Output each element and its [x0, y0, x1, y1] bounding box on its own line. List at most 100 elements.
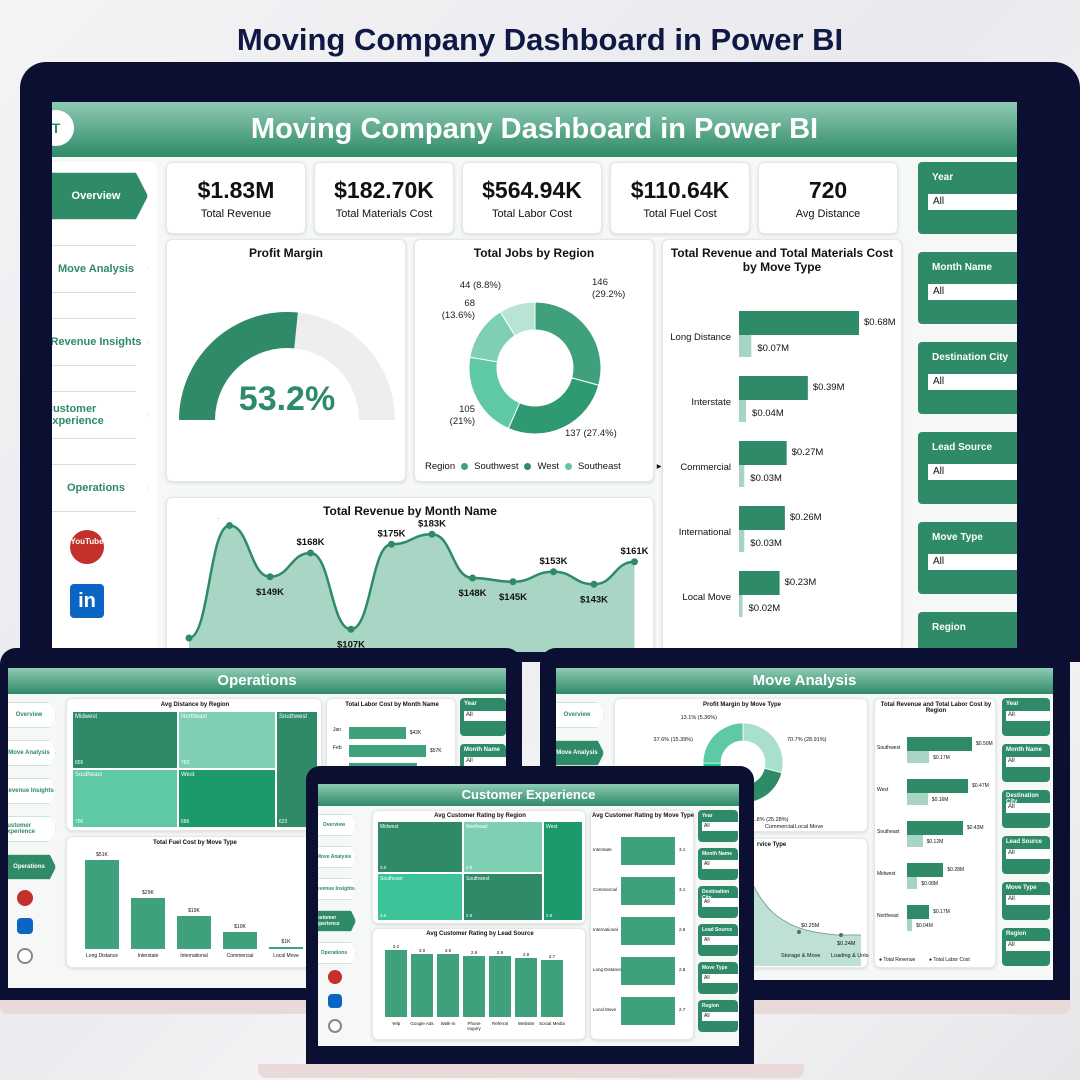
materials-bar[interactable] — [739, 335, 752, 357]
nav-overview[interactable]: Overview — [318, 814, 356, 836]
nav-move-analysis[interactable]: Move Analysis — [318, 846, 356, 868]
move-rating-bar[interactable] — [621, 997, 675, 1025]
treemap-cell[interactable]: Midwest 3.0 — [377, 821, 463, 873]
materials-bar[interactable] — [739, 595, 743, 617]
slicer-value[interactable]: All — [1006, 803, 1050, 813]
lead-rating-bar[interactable] — [437, 954, 459, 1017]
linkedin-icon[interactable] — [328, 994, 342, 1008]
move-rating-bar[interactable] — [621, 957, 675, 985]
move-rating-bar[interactable] — [621, 837, 675, 865]
revenue-point[interactable] — [469, 574, 476, 582]
slicer-value[interactable]: All — [702, 822, 738, 831]
nav-operations[interactable]: Operations — [52, 464, 148, 512]
treemap-cell[interactable]: West 2.8 — [543, 821, 583, 921]
linkedin-icon[interactable]: in — [70, 584, 104, 618]
revenue-point[interactable] — [509, 578, 517, 586]
slicer-region[interactable]: Region All — [698, 1000, 738, 1032]
revenue-point[interactable] — [185, 634, 193, 642]
youtube-icon[interactable]: YouTube — [70, 530, 104, 564]
nav-customer-experience[interactable]: Customer Experience — [52, 391, 148, 439]
region-revenue-bar[interactable] — [907, 905, 930, 919]
lead-rating-bar[interactable] — [385, 949, 407, 1017]
slicer-region[interactable]: Region — [918, 612, 1017, 652]
slicer-value[interactable]: All — [1006, 895, 1050, 905]
donut-slice[interactable] — [507, 377, 600, 435]
treemap-cell[interactable]: Midwest 855 — [72, 711, 178, 769]
service-point[interactable] — [839, 933, 843, 937]
nav-revenue-insights[interactable]: Revenue Insights — [52, 318, 148, 366]
region-labor-bar[interactable] — [907, 835, 923, 847]
lead-rating-bar[interactable] — [463, 956, 485, 1017]
nav-overview[interactable]: Overview — [52, 172, 148, 220]
slicer-value[interactable]: All — [702, 936, 738, 945]
fuel-bar[interactable] — [269, 947, 303, 949]
materials-bar[interactable] — [739, 400, 747, 422]
region-revenue-bar[interactable] — [907, 863, 944, 877]
nav-move-analysis[interactable]: Move Analysis — [556, 740, 604, 766]
slicer-value[interactable]: All — [928, 284, 1017, 300]
slicer-value[interactable]: All — [702, 974, 738, 983]
treemap-cell[interactable]: Southeast 756 — [72, 769, 178, 828]
revenue-point[interactable] — [590, 580, 598, 588]
slicer-year[interactable]: Year All — [698, 810, 738, 842]
fuel-bar[interactable] — [131, 898, 165, 949]
slicer-month-name[interactable]: Month Name All — [698, 848, 738, 880]
slicer-month-name[interactable]: Month Name All — [1002, 744, 1050, 782]
globe-icon[interactable] — [17, 948, 33, 964]
move-rating-bar[interactable] — [621, 917, 675, 945]
slicer-month-name[interactable]: Month Name All — [918, 252, 1017, 324]
slicer-lead-source[interactable]: Lead Source All — [918, 432, 1017, 504]
slicer-move-type[interactable]: Move Type All — [1002, 882, 1050, 920]
globe-icon[interactable] — [328, 1019, 342, 1033]
slicer-value[interactable]: All — [928, 554, 1017, 570]
region-labor-bar[interactable] — [907, 877, 918, 889]
slicer-region[interactable]: Region All — [1002, 928, 1050, 966]
region-labor-bar[interactable] — [907, 751, 930, 763]
region-labor-bar[interactable] — [907, 793, 928, 805]
service-point[interactable] — [797, 930, 801, 934]
revenue-bar[interactable] — [739, 441, 787, 465]
slicer-value[interactable]: All — [928, 194, 1017, 210]
labor-bar[interactable] — [349, 745, 426, 757]
youtube-icon[interactable] — [328, 970, 342, 984]
materials-bar[interactable] — [739, 465, 745, 487]
revenue-bar[interactable] — [739, 571, 780, 595]
nav-revenue-insights[interactable]: Revenue Insights — [318, 878, 356, 900]
nav-overview[interactable]: Overview — [556, 702, 604, 728]
slicer-value[interactable]: All — [928, 464, 1017, 480]
nav-customer-experience[interactable]: Customer Experience — [318, 910, 356, 932]
region-revenue-bar[interactable] — [907, 779, 969, 793]
fuel-bar[interactable] — [177, 915, 211, 949]
revenue-point[interactable] — [226, 522, 233, 529]
nav-operations[interactable]: Operations — [318, 942, 356, 964]
nav-operations[interactable]: Operations — [8, 854, 56, 880]
lead-rating-bar[interactable] — [411, 954, 433, 1017]
treemap-cell[interactable]: Southeast 3.0 — [377, 873, 463, 921]
slicer-value[interactable]: All — [1006, 757, 1050, 767]
revenue-bar[interactable] — [739, 311, 859, 335]
donut-slice[interactable] — [499, 301, 536, 337]
revenue-bar[interactable] — [739, 506, 785, 530]
slicer-lead-source[interactable]: Lead Source All — [698, 924, 738, 956]
revenue-point[interactable] — [550, 568, 557, 576]
materials-bar[interactable] — [739, 530, 745, 552]
revenue-bar[interactable] — [739, 376, 808, 400]
youtube-icon[interactable] — [17, 890, 33, 906]
revenue-point[interactable] — [388, 540, 395, 548]
slicer-year[interactable]: Year All — [1002, 698, 1050, 736]
treemap-cell[interactable]: Southwest 2.9 — [463, 873, 543, 921]
slicer-value[interactable]: All — [702, 860, 738, 869]
slicer-year[interactable]: Year All — [918, 162, 1017, 234]
slicer-lead-source[interactable]: Lead Source All — [1002, 836, 1050, 874]
slicer-value[interactable]: All — [702, 898, 738, 907]
treemap-cell[interactable]: Northeast 2.9 — [463, 821, 543, 873]
slicer-value[interactable]: All — [1006, 941, 1050, 951]
nav-move-analysis[interactable]: Move Analysis — [8, 740, 56, 766]
nav-overview[interactable]: Overview — [8, 702, 56, 728]
region-revenue-bar[interactable] — [907, 821, 963, 835]
donut-slice[interactable] — [468, 356, 521, 430]
revenue-point[interactable] — [631, 558, 638, 566]
move-donut-slice[interactable] — [742, 722, 784, 774]
fuel-bar[interactable] — [85, 859, 119, 949]
